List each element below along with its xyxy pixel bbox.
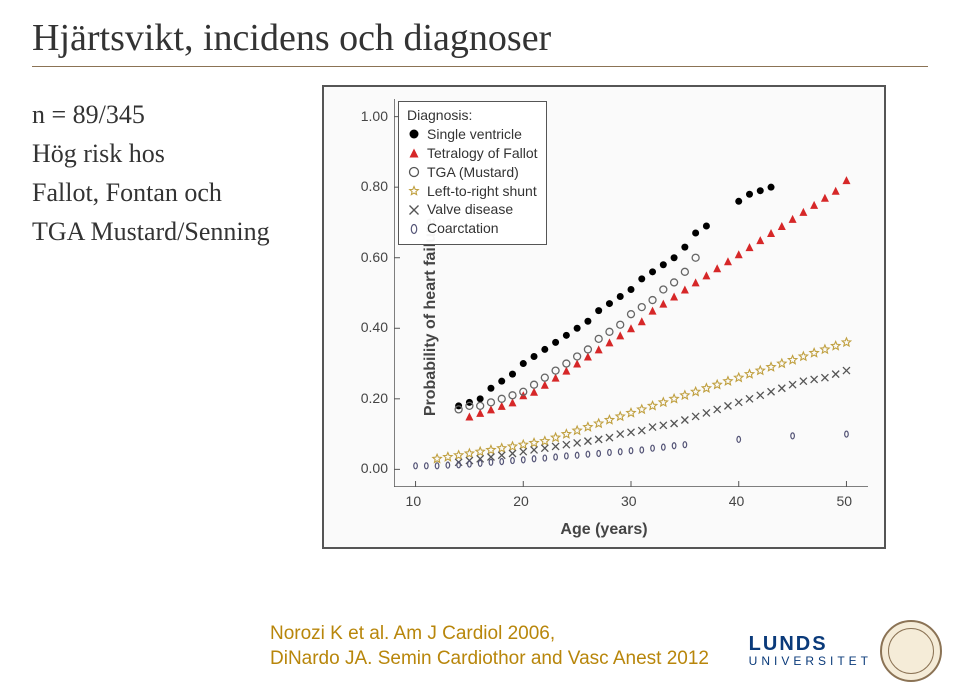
legend-item: Left-to-right shunt [407,182,538,201]
page-title: Hjärtsvikt, incidens och diagnoser [32,16,928,60]
legend-label: TGA (Mustard) [427,163,519,182]
x-tick-label: 50 [836,493,852,509]
legend-label: Single ventricle [427,125,522,144]
legend-title: Diagnosis: [407,106,538,125]
logo-bottom: UNIVERSITET [749,655,872,668]
y-tick-label: 0.20 [361,390,388,406]
seal-icon [880,620,942,682]
chart-box: Probability of heart failure Age (years)… [322,85,886,549]
left-line: TGA Mustard/Senning [32,212,292,251]
legend-label: Valve disease [427,200,513,219]
legend-box: Diagnosis: Single ventricleTetralogy of … [398,101,547,245]
legend-label: Left-to-right shunt [427,182,537,201]
logo-top: LUNDS [749,634,872,655]
legend-label: Coarctation [427,219,499,238]
legend-item: Coarctation [407,219,538,238]
legend-marker-icon [407,127,421,141]
legend-label: Tetralogy of Fallot [427,144,538,163]
chart-container: Probability of heart failure Age (years)… [322,85,892,549]
left-line: Hög risk hos [32,134,292,173]
left-line: Fallot, Fontan och [32,173,292,212]
legend-marker-icon [407,203,421,217]
x-tick-label: 30 [621,493,637,509]
y-tick-label: 0.00 [361,460,388,476]
y-tick-label: 0.40 [361,319,388,335]
left-text-block: n = 89/345 Hög risk hos Fallot, Fontan o… [32,85,292,251]
left-line: n = 89/345 [32,95,292,134]
legend-item: Single ventricle [407,125,538,144]
legend-item: TGA (Mustard) [407,163,538,182]
university-logo: LUNDS UNIVERSITET [749,620,942,682]
y-tick-label: 1.00 [361,108,388,124]
x-tick-label: 20 [513,493,529,509]
legend-item: Valve disease [407,200,538,219]
citation-line: DiNardo JA. Semin Cardiothor and Vasc An… [270,646,709,672]
citation-line: Norozi K et al. Am J Cardiol 2006, [270,621,709,647]
y-tick-label: 0.80 [361,178,388,194]
legend-item: Tetralogy of Fallot [407,144,538,163]
legend-marker-icon [407,146,421,160]
divider [32,66,928,67]
legend-marker-icon [407,222,421,236]
y-tick-label: 0.60 [361,249,388,265]
legend-marker-icon [407,184,421,198]
x-tick-label: 10 [406,493,422,509]
x-tick-label: 40 [729,493,745,509]
citation: Norozi K et al. Am J Cardiol 2006, DiNar… [270,621,709,672]
x-axis-label: Age (years) [560,521,647,539]
legend-marker-icon [407,165,421,179]
